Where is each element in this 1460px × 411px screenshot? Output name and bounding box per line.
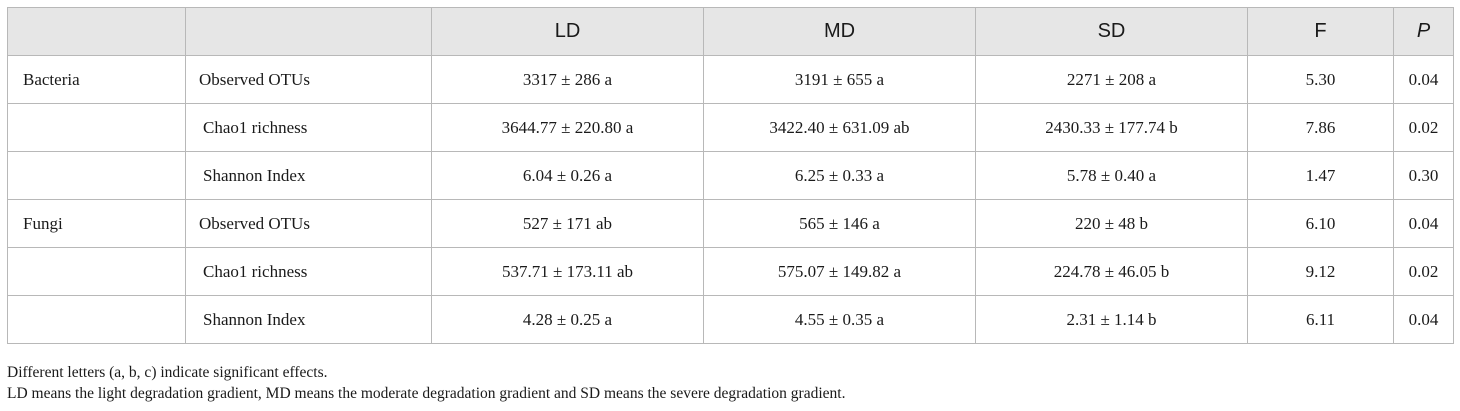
header-metric <box>185 7 432 56</box>
data-table-container: LD MD SD F P Bacteria Observed OTUs 3317… <box>7 7 1454 344</box>
table-row: Bacteria Observed OTUs 3317 ± 286 a 3191… <box>7 55 1454 104</box>
header-sd: SD <box>975 7 1248 56</box>
group-cell <box>7 247 186 296</box>
md-cell: 4.55 ± 0.35 a <box>703 295 976 344</box>
md-cell: 3191 ± 655 a <box>703 55 976 104</box>
p-cell: 0.02 <box>1393 103 1454 152</box>
metric-cell: Chao1 richness <box>185 103 432 152</box>
p-cell: 0.04 <box>1393 55 1454 104</box>
group-cell <box>7 295 186 344</box>
header-row: LD MD SD F P <box>7 7 1454 56</box>
p-cell: 0.04 <box>1393 199 1454 248</box>
group-cell <box>7 151 186 200</box>
metric-cell: Observed OTUs <box>185 55 432 104</box>
ld-cell: 527 ± 171 ab <box>431 199 704 248</box>
f-cell: 6.10 <box>1247 199 1394 248</box>
sd-cell: 5.78 ± 0.40 a <box>975 151 1248 200</box>
header-group <box>7 7 186 56</box>
f-cell: 7.86 <box>1247 103 1394 152</box>
f-cell: 1.47 <box>1247 151 1394 200</box>
ld-cell: 4.28 ± 0.25 a <box>431 295 704 344</box>
ld-cell: 3644.77 ± 220.80 a <box>431 103 704 152</box>
p-cell: 0.30 <box>1393 151 1454 200</box>
sd-cell: 2271 ± 208 a <box>975 55 1248 104</box>
p-cell: 0.04 <box>1393 295 1454 344</box>
md-cell: 575.07 ± 149.82 a <box>703 247 976 296</box>
f-cell: 5.30 <box>1247 55 1394 104</box>
header-ld: LD <box>431 7 704 56</box>
table-row: Shannon Index 4.28 ± 0.25 a 4.55 ± 0.35 … <box>7 295 1454 344</box>
md-cell: 6.25 ± 0.33 a <box>703 151 976 200</box>
header-p: P <box>1393 7 1454 56</box>
group-cell: Bacteria <box>7 55 186 104</box>
sd-cell: 220 ± 48 b <box>975 199 1248 248</box>
metric-cell: Shannon Index <box>185 151 432 200</box>
header-f: F <box>1247 7 1394 56</box>
sd-cell: 224.78 ± 46.05 b <box>975 247 1248 296</box>
metric-cell: Shannon Index <box>185 295 432 344</box>
f-cell: 6.11 <box>1247 295 1394 344</box>
md-cell: 3422.40 ± 631.09 ab <box>703 103 976 152</box>
header-md: MD <box>703 7 976 56</box>
table-row: Shannon Index 6.04 ± 0.26 a 6.25 ± 0.33 … <box>7 151 1454 200</box>
table-row: Fungi Observed OTUs 527 ± 171 ab 565 ± 1… <box>7 199 1454 248</box>
f-cell: 9.12 <box>1247 247 1394 296</box>
md-cell: 565 ± 146 a <box>703 199 976 248</box>
table-row: Chao1 richness 537.71 ± 173.11 ab 575.07… <box>7 247 1454 296</box>
sd-cell: 2.31 ± 1.14 b <box>975 295 1248 344</box>
diversity-table: LD MD SD F P Bacteria Observed OTUs 3317… <box>7 7 1454 344</box>
footnote-abbreviations: LD means the light degradation gradient,… <box>7 385 846 402</box>
table-footnotes: Different letters (a, b, c) indicate sig… <box>7 362 845 404</box>
metric-cell: Observed OTUs <box>185 199 432 248</box>
metric-cell: Chao1 richness <box>185 247 432 296</box>
ld-cell: 537.71 ± 173.11 ab <box>431 247 704 296</box>
table-row: Chao1 richness 3644.77 ± 220.80 a 3422.4… <box>7 103 1454 152</box>
group-cell: Fungi <box>7 199 186 248</box>
p-cell: 0.02 <box>1393 247 1454 296</box>
sd-cell: 2430.33 ± 177.74 b <box>975 103 1248 152</box>
ld-cell: 6.04 ± 0.26 a <box>431 151 704 200</box>
ld-cell: 3317 ± 286 a <box>431 55 704 104</box>
group-cell <box>7 103 186 152</box>
footnote-letters: Different letters (a, b, c) indicate sig… <box>7 364 328 381</box>
